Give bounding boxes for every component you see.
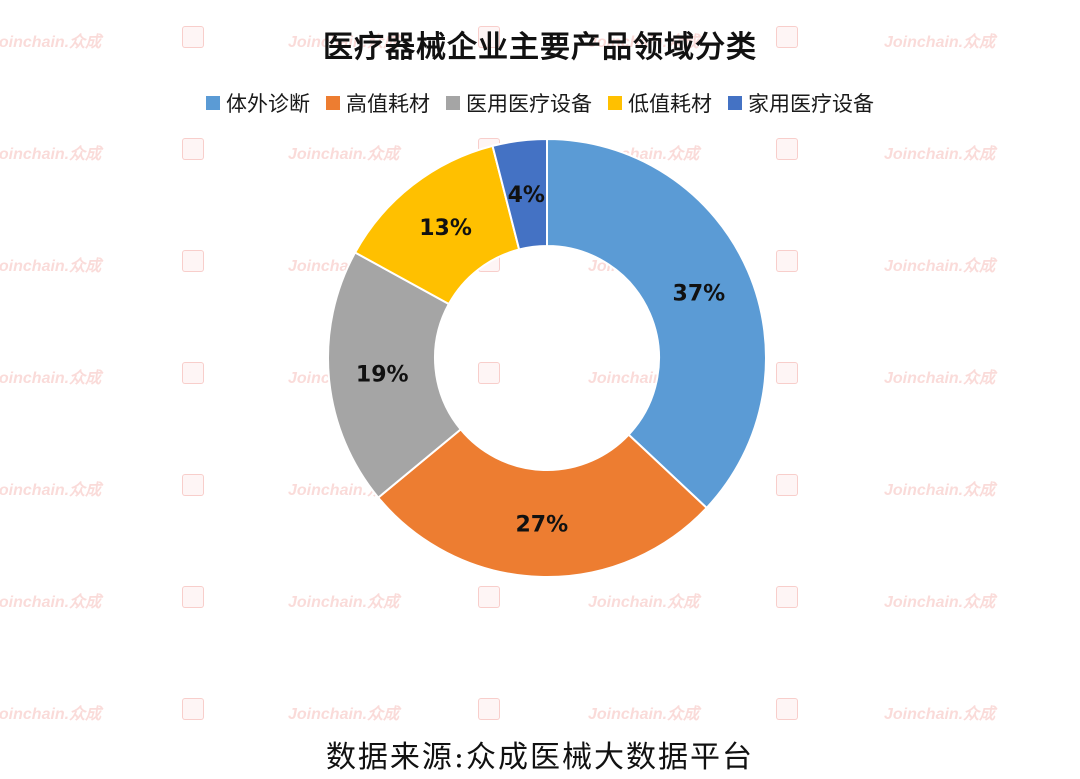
chart-title: 医疗器械企业主要产品领域分类	[323, 30, 757, 65]
legend-item: 体外诊断	[206, 88, 310, 118]
donut-slice	[546, 137, 767, 510]
donut-slice	[491, 137, 548, 251]
legend-label: 家用医疗设备	[748, 92, 874, 116]
source-note: 数据来源:众成医械大数据平台	[325, 740, 755, 775]
legend-swatch	[326, 96, 340, 110]
slice-label: 4%	[508, 183, 545, 208]
legend-label: 低值耗材	[628, 92, 712, 116]
legend-swatch	[728, 96, 742, 110]
donut-slice	[327, 251, 463, 500]
slice-label: 19%	[356, 363, 409, 388]
legend-item: 低值耗材	[608, 88, 712, 118]
legend-swatch	[446, 96, 460, 110]
legend-swatch	[608, 96, 622, 110]
legend-item: 医用医疗设备	[446, 88, 592, 118]
slice-label: 13%	[419, 216, 472, 241]
legend-item: 家用医疗设备	[728, 88, 874, 118]
legend-swatch	[206, 96, 220, 110]
legend-label: 医用医疗设备	[466, 92, 592, 116]
chart-legend: 体外诊断 高值耗材 医用医疗设备 低值耗材 家用医疗设备	[0, 88, 1080, 118]
slice-label: 37%	[673, 281, 726, 306]
legend-label: 高值耗材	[346, 92, 430, 116]
legend-item: 高值耗材	[326, 88, 430, 118]
donut-slice	[376, 427, 709, 578]
slice-label: 27%	[515, 512, 568, 537]
legend-label: 体外诊断	[226, 92, 310, 116]
